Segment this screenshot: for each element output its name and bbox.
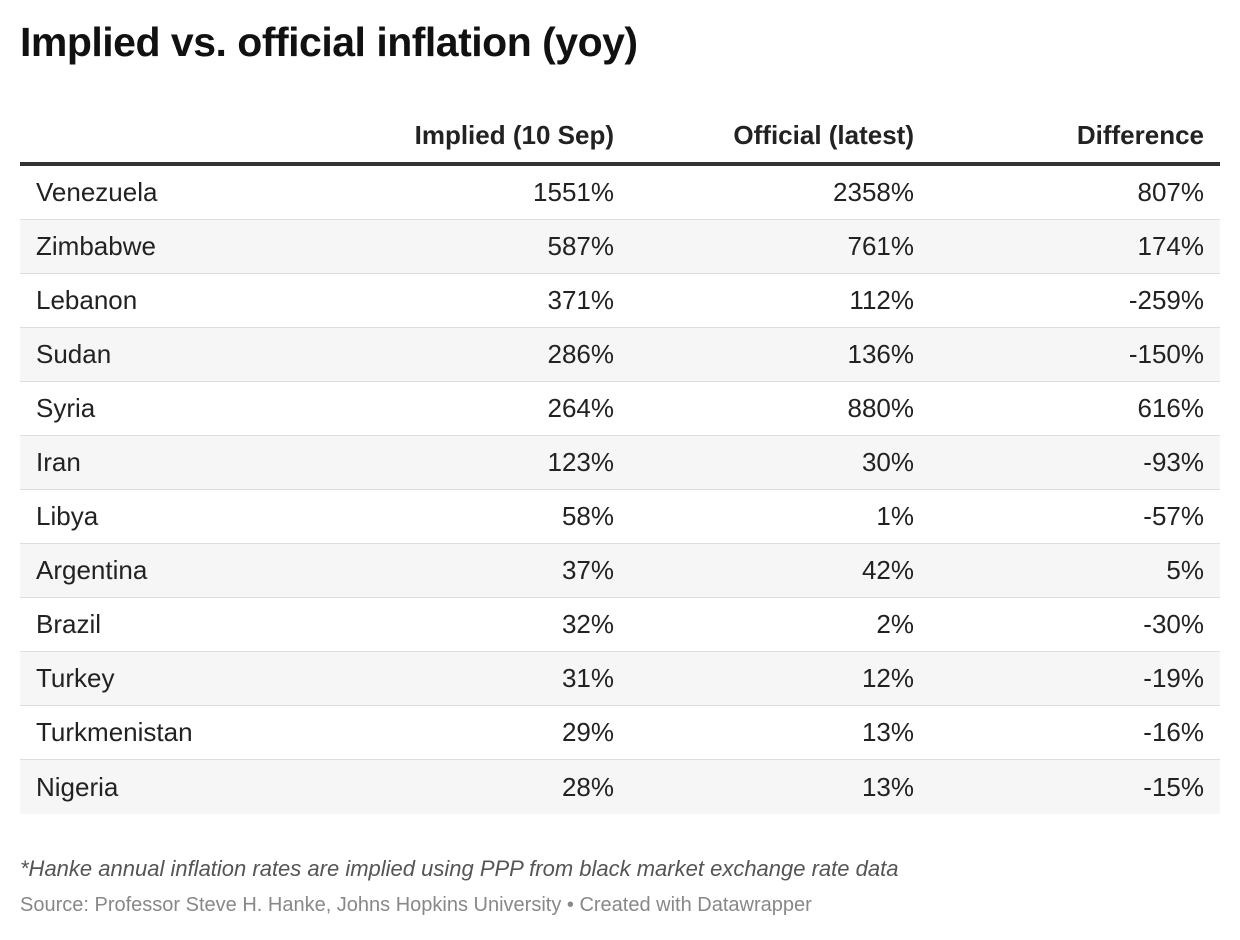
cell-country: Libya (36, 501, 99, 531)
cell-implied: 28% (561, 771, 614, 802)
cell-country: Brazil (36, 609, 102, 639)
cell-difference: 807% (1137, 177, 1205, 207)
cell-official: 42% (861, 555, 914, 585)
footnote: *Hanke annual inflation rates are implie… (20, 856, 899, 881)
cell-country: Venezuela (36, 177, 158, 207)
cell-difference: -150% (1128, 339, 1204, 369)
source-line: Source: Professor Steve H. Hanke, Johns … (20, 894, 812, 916)
table-row: Sudan 286% 136% -150% (20, 328, 1220, 382)
inflation-table: Implied (10 Sep) Official (latest) Diffe… (20, 108, 1220, 814)
cell-country: Sudan (36, 339, 112, 369)
cell-official: 880% (847, 393, 915, 423)
cell-official: 761% (847, 231, 915, 261)
cell-official: 13% (861, 771, 914, 802)
cell-difference: -15% (1143, 771, 1204, 802)
cell-country: Nigeria (36, 771, 119, 802)
table-body: Venezuela 1551% 2358% 807% Zimbabwe 587% 761% 1… (20, 166, 1220, 814)
cell-difference: -93% (1143, 447, 1204, 477)
cell-country: Lebanon (36, 285, 138, 315)
table-row: Iran 123% 30% -93% (20, 436, 1220, 490)
header-difference: Difference (1076, 119, 1204, 150)
cell-implied: 37% (561, 555, 614, 585)
table-row: Zimbabwe 587% 761% 174% (20, 220, 1220, 274)
table-row: Venezuela 1551% 2358% 807% (20, 166, 1220, 220)
cell-difference: 616% (1137, 393, 1205, 423)
cell-implied: 1551% (533, 177, 614, 207)
cell-official: 13% (861, 717, 914, 747)
table-row: Turkey 31% 12% -19% (20, 652, 1220, 706)
cell-implied: 286% (547, 339, 615, 369)
cell-country: Turkey (36, 663, 115, 693)
cell-implied: 371% (547, 285, 615, 315)
cell-official: 136% (847, 339, 915, 369)
cell-country: Zimbabwe (36, 231, 156, 261)
cell-difference: -57% (1143, 501, 1204, 531)
cell-difference: -259% (1128, 285, 1204, 315)
header-country (20, 108, 320, 162)
table-header: Implied (10 Sep) Official (latest) Diffe… (20, 108, 1220, 166)
cell-official: 1% (876, 501, 914, 531)
cell-difference: -16% (1143, 717, 1204, 747)
cell-country: Turkmenistan (36, 717, 193, 747)
table-row: Nigeria 28% 13% -15% (20, 760, 1220, 814)
cell-difference: -19% (1143, 663, 1204, 693)
table-row: Turkmenistan 29% 13% -16% (20, 706, 1220, 760)
table-row: Argentina 37% 42% 5% (20, 544, 1220, 598)
cell-country: Syria (36, 393, 96, 423)
cell-difference: 5% (1166, 555, 1204, 585)
chart-title: Implied vs. official inflation (yoy) (20, 19, 638, 65)
cell-implied: 29% (561, 717, 614, 747)
cell-implied: 32% (561, 609, 614, 639)
table-row: Syria 264% 880% 616% (20, 382, 1220, 436)
cell-country: Iran (36, 447, 81, 477)
cell-difference: -30% (1143, 609, 1204, 639)
cell-implied: 58% (561, 501, 614, 531)
table-row: Brazil 32% 2% -30% (20, 598, 1220, 652)
cell-implied: 31% (561, 663, 614, 693)
cell-implied: 264% (547, 393, 615, 423)
cell-implied: 587% (547, 231, 615, 261)
table-row: Lebanon 371% 112% -259% (20, 274, 1220, 328)
cell-country: Argentina (36, 555, 148, 585)
cell-official: 2% (876, 609, 914, 639)
cell-implied: 123% (547, 447, 615, 477)
header-official: Official (latest) (733, 119, 914, 150)
table-row: Libya 58% 1% -57% (20, 490, 1220, 544)
header-implied: Implied (10 Sep) (414, 119, 614, 150)
cell-difference: 174% (1137, 231, 1205, 261)
cell-official: 2358% (833, 177, 914, 207)
cell-official: 12% (861, 663, 914, 693)
cell-official: 30% (861, 447, 914, 477)
cell-official: 112% (849, 285, 914, 315)
